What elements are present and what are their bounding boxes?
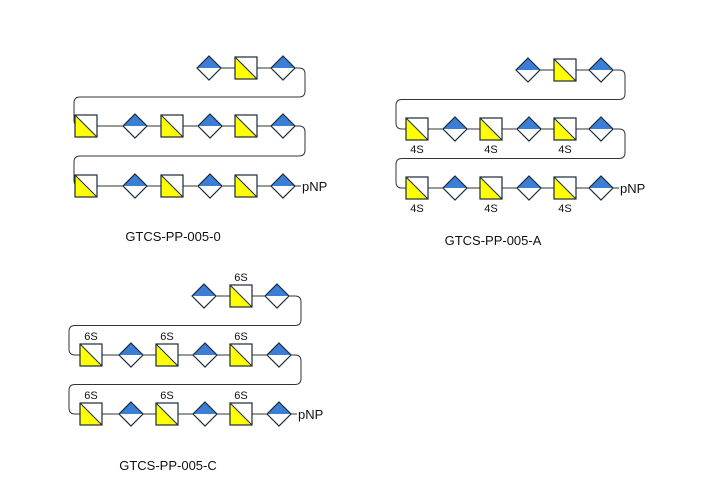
sulfate-label: 6S [234,331,247,343]
glca-diamond-icon [442,116,468,142]
sulfate-label: 6S [160,331,173,343]
galnac-square-icon [155,402,179,426]
glca-diamond-icon [118,401,144,427]
glca-diamond-icon [588,116,614,142]
glca-diamond-icon [192,342,218,368]
sulfate-label: 6S [234,390,247,402]
glca-diamond-icon [588,57,614,83]
sulfate-label: 4S [410,203,423,215]
galnac-square-icon [229,402,253,426]
glca-diamond-icon [122,113,148,139]
sulfate-label: 4S [558,203,571,215]
galnac-square-icon [553,117,577,141]
galnac-square-icon [553,58,577,82]
galnac-square-icon [229,284,253,308]
sulfate-label: 4S [558,144,571,156]
glycan-structure-GTCS-PP-005-A: 4S 4S 4S 4S 4S 4S pNP [395,57,645,215]
galnac-square-icon [405,117,429,141]
glca-diamond-icon [266,342,292,368]
galnac-square-icon [79,402,103,426]
galnac-square-icon [160,174,184,198]
glca-diamond-icon [196,55,222,81]
glca-diamond-icon [197,113,223,139]
glca-diamond-icon [264,283,290,309]
terminal-pnp-label: pNP [302,179,327,194]
galnac-square-icon [479,176,503,200]
galnac-square-icon [553,176,577,200]
structure-label: GTCS-PP-005-C [119,458,217,473]
galnac-square-icon [155,343,179,367]
glca-diamond-icon [266,401,292,427]
terminal-pnp-label: pNP [620,181,645,196]
glca-diamond-icon [270,113,296,139]
glycan-structure-GTCS-PP-005-0: pNP [73,55,327,199]
glca-diamond-icon [442,175,468,201]
sulfate-label: 6S [160,390,173,402]
galnac-square-icon [234,114,258,138]
glca-diamond-icon [122,173,148,199]
galnac-square-icon [234,174,258,198]
galnac-square-icon [160,114,184,138]
terminal-pnp-label: pNP [298,407,323,422]
glca-diamond-icon [192,401,218,427]
glca-diamond-icon [197,173,223,199]
glca-diamond-icon [516,175,542,201]
galnac-square-icon [229,343,253,367]
structure-label: GTCS-PP-005-0 [125,229,220,244]
galnac-square-icon [405,176,429,200]
glycosidic-linkage-path [68,295,302,415]
glca-diamond-icon [191,283,217,309]
galnac-square-icon [234,56,258,80]
galnac-square-icon [74,114,98,138]
galnac-square-icon [74,174,98,198]
galnac-square-icon [479,117,503,141]
structure-label: GTCS-PP-005-A [445,233,542,248]
sulfate-label: 4S [484,144,497,156]
glca-diamond-icon [515,57,541,83]
glca-diamond-icon [270,173,296,199]
glca-diamond-icon [516,116,542,142]
galnac-square-icon [79,343,103,367]
sulfate-label: 6S [234,272,247,284]
glca-diamond-icon [270,55,296,81]
glycan-structure-GTCS-PP-005-C: 6S 6S 6S 6S 6S 6S 6S pNP [68,272,323,427]
glycosidic-linkage-path [73,67,306,187]
sulfate-label: 4S [410,144,423,156]
sulfate-label: 6S [84,331,97,343]
glycosidic-linkage-path [395,69,626,189]
sulfate-label: 4S [484,203,497,215]
glca-diamond-icon [118,342,144,368]
glca-diamond-icon [588,175,614,201]
sulfate-label: 6S [84,390,97,402]
